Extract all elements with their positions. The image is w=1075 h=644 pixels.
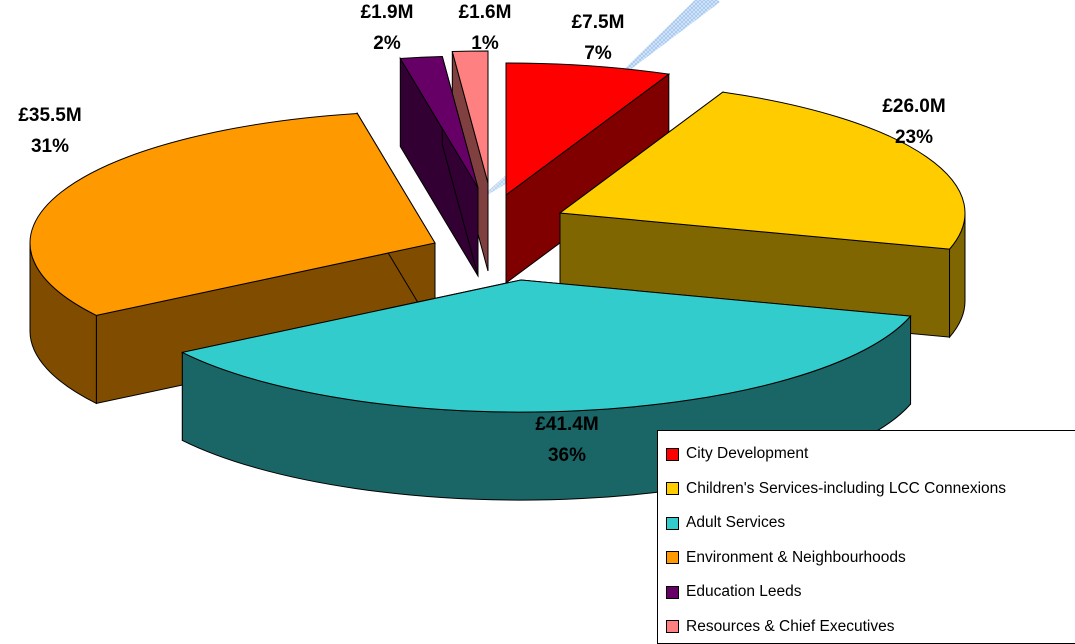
legend-swatch [666,482,679,495]
legend-item: Resources & Chief Executives [666,610,1075,644]
legend-label: City Development [686,445,808,463]
slice-percent-label: 23% [895,127,933,148]
legend-label: Children's Services-including LCC Connex… [686,480,1006,498]
legend-item: City Development [666,437,1075,472]
legend-item: Adult Services [666,506,1075,541]
legend-item: Environment & Neighbourhoods [666,541,1075,576]
slice-value-label: £1.6M [459,2,512,23]
legend-swatch [666,586,679,599]
slice-percent-label: 36% [548,445,586,466]
legend-label: Environment & Neighbourhoods [686,549,906,567]
slice-percent-label: 2% [373,33,401,54]
legend-label: Resources & Chief Executives [686,618,894,636]
legend-swatch [666,517,679,530]
legend-item: Education Leeds [666,575,1075,610]
legend-swatch [666,620,679,633]
slice-percent-label: 7% [584,43,612,64]
slice-value-label: £7.5M [572,12,625,33]
legend-label: Education Leeds [686,583,801,601]
legend-item: Children's Services-including LCC Connex… [666,472,1075,507]
chart-legend: City Development Children's Services-inc… [657,430,1075,644]
legend-swatch [666,448,679,461]
slice-percent-label: 1% [471,33,499,54]
legend-swatch [666,551,679,564]
legend-label: Adult Services [686,514,785,532]
slice-value-label: £26.0M [882,96,945,117]
slice-value-label: £41.4M [535,414,598,435]
slice-value-label: £35.5M [18,105,81,126]
slice-value-label: £1.9M [361,2,414,23]
slice-percent-label: 31% [31,136,69,157]
